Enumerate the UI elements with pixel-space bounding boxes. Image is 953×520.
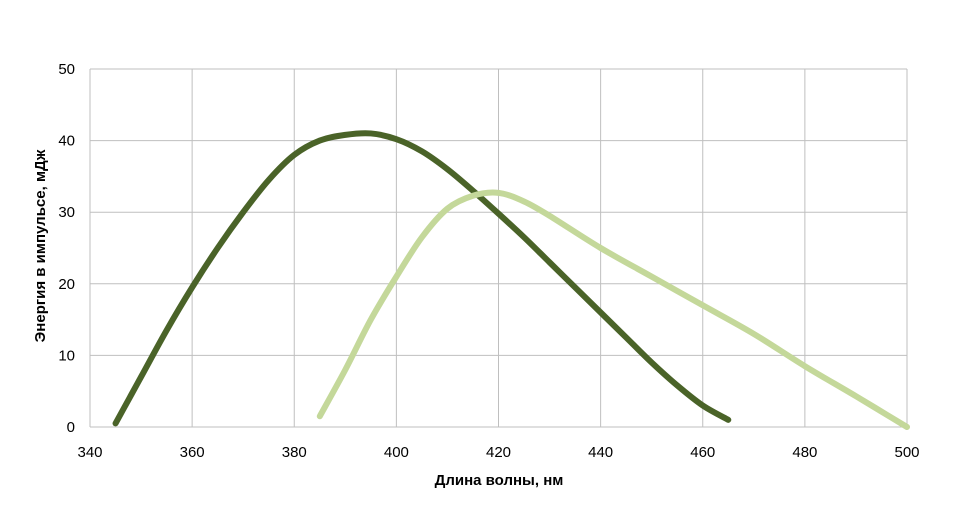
series-line-1 [112,130,732,427]
series-line-2 [316,189,910,430]
x-tick-label: 440 [588,444,613,461]
series-layer [112,130,910,430]
x-tick-label: 400 [384,444,409,461]
y-tick-label: 10 [58,347,75,364]
x-axis-title: Длина волны, нм [435,472,564,489]
y-axis-ticks: 0 10 20 30 40 50 [58,61,75,436]
x-tick-label: 460 [690,444,715,461]
y-tick-label: 20 [58,276,75,293]
x-axis-ticks: 340 360 380 400 420 440 460 480 500 [77,444,919,461]
y-tick-label: 0 [67,419,75,436]
x-tick-label: 480 [792,444,817,461]
x-tick-label: 360 [180,444,205,461]
x-tick-label: 340 [77,444,102,461]
grid [89,68,908,428]
x-tick-label: 380 [282,444,307,461]
y-tick-label: 30 [58,204,75,221]
x-tick-label: 420 [486,444,511,461]
x-tick-label: 500 [894,444,919,461]
y-tick-label: 40 [58,133,75,150]
y-tick-label: 50 [58,61,75,78]
y-axis-title: Энергия в импульсе, мДж [32,149,49,342]
